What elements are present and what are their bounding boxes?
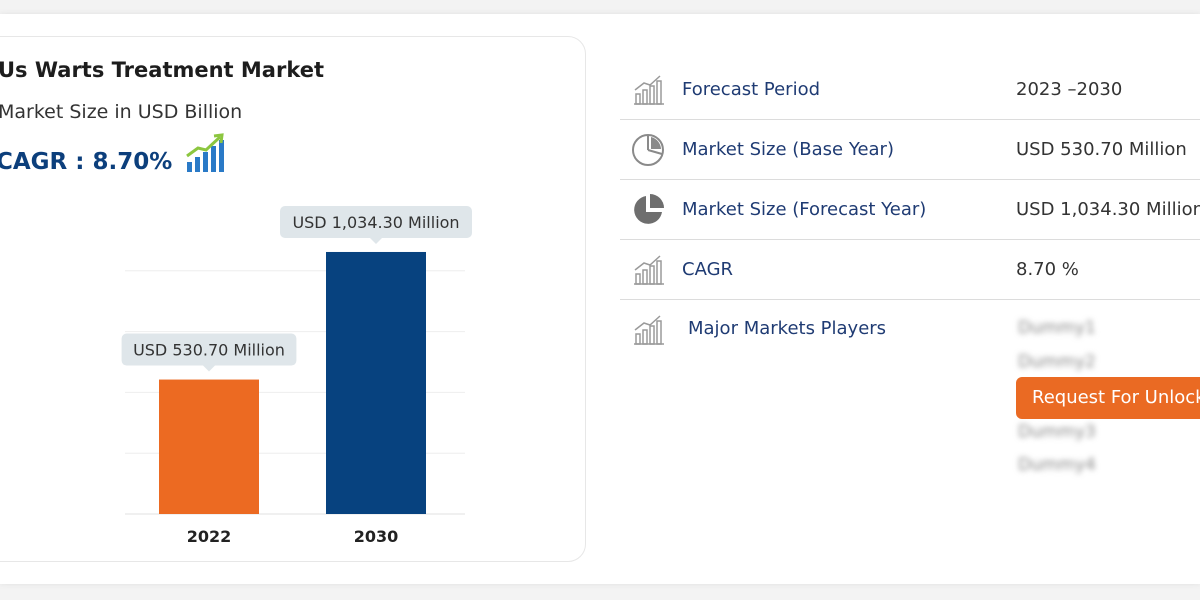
x-tick-label: 2030 [354,527,399,546]
data-label: USD 530.70 Million [133,341,285,360]
x-tick-label: 2022 [187,527,232,546]
data-label-pointer [203,365,215,372]
bar-growth-icon [634,255,664,285]
data-label: USD 1,034.30 Million [292,213,459,232]
player-item: Dummy2 [1018,352,1096,372]
bar [159,379,259,514]
summary-value: 8.70 % [1016,259,1079,280]
data-label-box [121,333,297,366]
cagr-headline: CAGR : 8.70% [0,149,173,175]
summary-value: USD 1,034.30 Million [1016,199,1200,220]
summary-value: 2023 –2030 [1016,79,1123,100]
player-item: Dummy3 [1018,422,1096,442]
summary-label: Market Size (Base Year) [682,139,894,160]
players-label: Major Markets Players [688,318,887,339]
bar-chart: USD 530.70 Million 2022 USD 1,034.30 Milli… [121,205,472,546]
bar [326,251,426,514]
summary-value: USD 530.70 Million [1016,139,1187,160]
player-item: Dummy4 [1018,455,1096,475]
summary-row-cagr: CAGR 8.70 % [620,240,1200,300]
request-unlock-button[interactable]: Request For Unlock [1016,377,1200,419]
summary-panel: Forecast Period 2023 –2030 Market Size (… [620,60,1200,475]
summary-row-forecast-period: Forecast Period 2023 –2030 [620,60,1200,120]
data-label-box [280,205,472,238]
pie-filled-icon [634,194,664,224]
summary-label: Market Size (Forecast Year) [682,199,927,220]
summary-row-base-year: Market Size (Base Year) USD 530.70 Milli… [620,120,1200,180]
bar-growth-icon [634,75,664,105]
player-item: Dummy1 [1018,318,1096,338]
chart-card [0,36,586,562]
summary-row-players: Major Markets Players Dummy1 Dummy2 Dumm… [620,300,1200,475]
growth-chart-icon [186,133,224,172]
chart-title: Us Warts Treatment Market [0,58,325,82]
summary-label: CAGR [682,259,734,280]
summary-label: Forecast Period [682,79,821,100]
data-label-pointer [370,237,382,244]
pie-outline-icon [632,134,664,166]
bar-growth-icon [634,315,664,345]
summary-row-forecast-year: Market Size (Forecast Year) USD 1,034.30… [620,180,1200,240]
chart-subtitle: Market Size in USD Billion [0,101,243,123]
